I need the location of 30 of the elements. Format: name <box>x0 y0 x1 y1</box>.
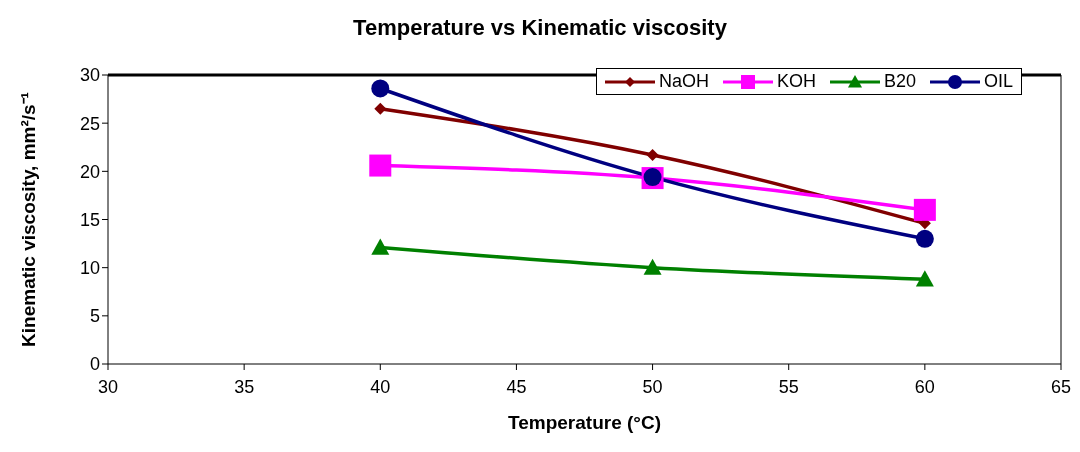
x-tick-label: 50 <box>642 376 663 397</box>
legend-label: B20 <box>883 71 916 92</box>
point <box>371 238 390 255</box>
point <box>643 258 662 275</box>
x-tick-label: 45 <box>506 376 527 397</box>
x-axis-title: Temperature (°C) <box>508 412 661 433</box>
y-tick-label: 0 <box>89 354 100 375</box>
legend-label: KOH <box>776 71 816 92</box>
x-tick-label: 60 <box>914 376 935 397</box>
y-tick-label: 15 <box>79 209 100 230</box>
point <box>646 148 659 161</box>
y-tick-label: 20 <box>79 161 100 182</box>
point <box>374 102 387 115</box>
point <box>913 198 936 221</box>
y-tick-label: 25 <box>79 113 100 134</box>
point <box>369 154 392 177</box>
y-tick-label: 10 <box>79 258 100 279</box>
y-tick-label: 30 <box>79 65 100 86</box>
point <box>371 79 390 98</box>
legend-label: NaOH <box>658 71 709 92</box>
y-axis-title: Kinematic viscosity, mm²/s⁻¹ <box>17 92 39 347</box>
point <box>915 270 934 287</box>
chart-title: Temperature vs Kinematic viscosity <box>352 14 728 42</box>
x-tick-label: 65 <box>1050 376 1072 397</box>
legend-label: OIL <box>983 71 1013 92</box>
point <box>915 229 934 248</box>
x-tick-label: 40 <box>370 376 391 397</box>
x-tick-label: 35 <box>234 376 255 397</box>
y-tick-label: 5 <box>89 306 100 327</box>
x-tick-label: 55 <box>778 376 799 397</box>
